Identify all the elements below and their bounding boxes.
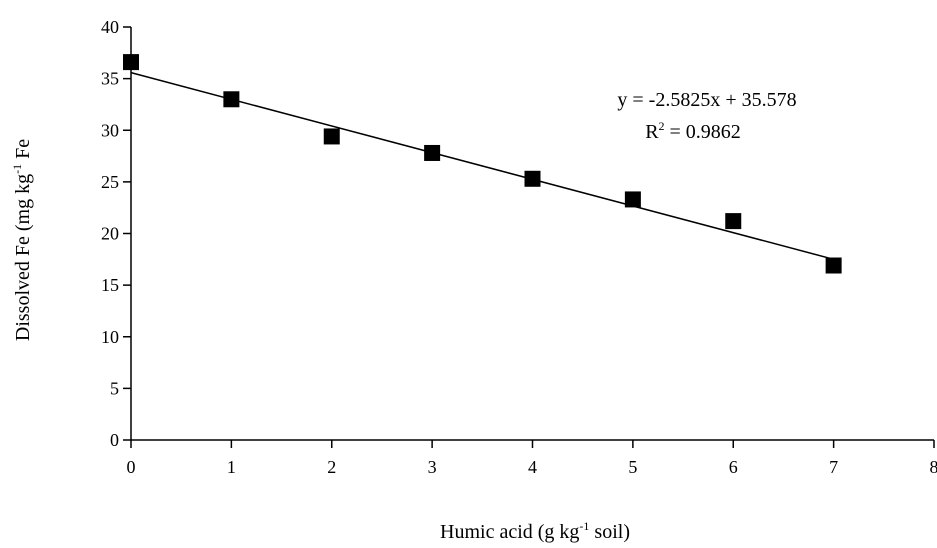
- y-tick-label: 30: [101, 120, 119, 140]
- data-points: [123, 54, 842, 273]
- equation-label: y = -2.5825x + 35.578: [617, 89, 796, 111]
- x-axis-title: Humic acid (g kg-1 soil): [440, 519, 630, 543]
- y-tick-label: 0: [110, 430, 119, 450]
- y-axis-title-main: Dissolved Fe (mg kg: [12, 174, 34, 341]
- x-axis-title-main: Humic acid (g kg: [440, 521, 579, 543]
- x-tick-label: 7: [829, 457, 838, 477]
- r-squared-prefix: R: [645, 121, 659, 143]
- x-tick-label: 3: [428, 457, 437, 477]
- y-axis-title-tail: Fe: [12, 139, 34, 164]
- r-squared-value: = 0.9862: [665, 121, 741, 143]
- y-tick-label: 20: [101, 224, 119, 244]
- y-tick-label: 25: [101, 172, 119, 192]
- r-squared-label: R2 = 0.9862: [645, 119, 741, 143]
- y-tick-label: 15: [101, 275, 119, 295]
- data-point: [324, 128, 340, 144]
- data-point: [123, 54, 139, 70]
- data-point: [625, 191, 641, 207]
- data-point: [223, 91, 239, 107]
- y-axis-title-sup: -1: [10, 164, 24, 174]
- data-point: [725, 213, 741, 229]
- x-tick-label: 8: [930, 457, 937, 477]
- y-axis-title: Dissolved Fe (mg kg-1 Fe: [10, 139, 34, 341]
- x-tick-label: 6: [729, 457, 738, 477]
- x-axis-ticks: 0 1 2 3 4 5 6 7 8: [127, 440, 937, 477]
- y-axis-ticks: 0 5 10 15 20 25 30 35 40: [101, 17, 131, 450]
- y-tick-label: 5: [110, 378, 119, 398]
- y-tick-label: 10: [101, 327, 119, 347]
- x-axis-title-sup: -1: [579, 519, 589, 533]
- data-point: [424, 145, 440, 161]
- x-tick-label: 2: [327, 457, 336, 477]
- x-tick-label: 5: [628, 457, 637, 477]
- y-tick-label: 35: [101, 69, 119, 89]
- x-tick-label: 0: [127, 457, 136, 477]
- data-point: [826, 258, 842, 274]
- x-tick-label: 4: [528, 457, 537, 477]
- y-tick-label: 40: [101, 17, 119, 37]
- x-axis-title-tail: soil): [589, 521, 630, 543]
- data-point: [525, 171, 541, 187]
- x-tick-label: 1: [227, 457, 236, 477]
